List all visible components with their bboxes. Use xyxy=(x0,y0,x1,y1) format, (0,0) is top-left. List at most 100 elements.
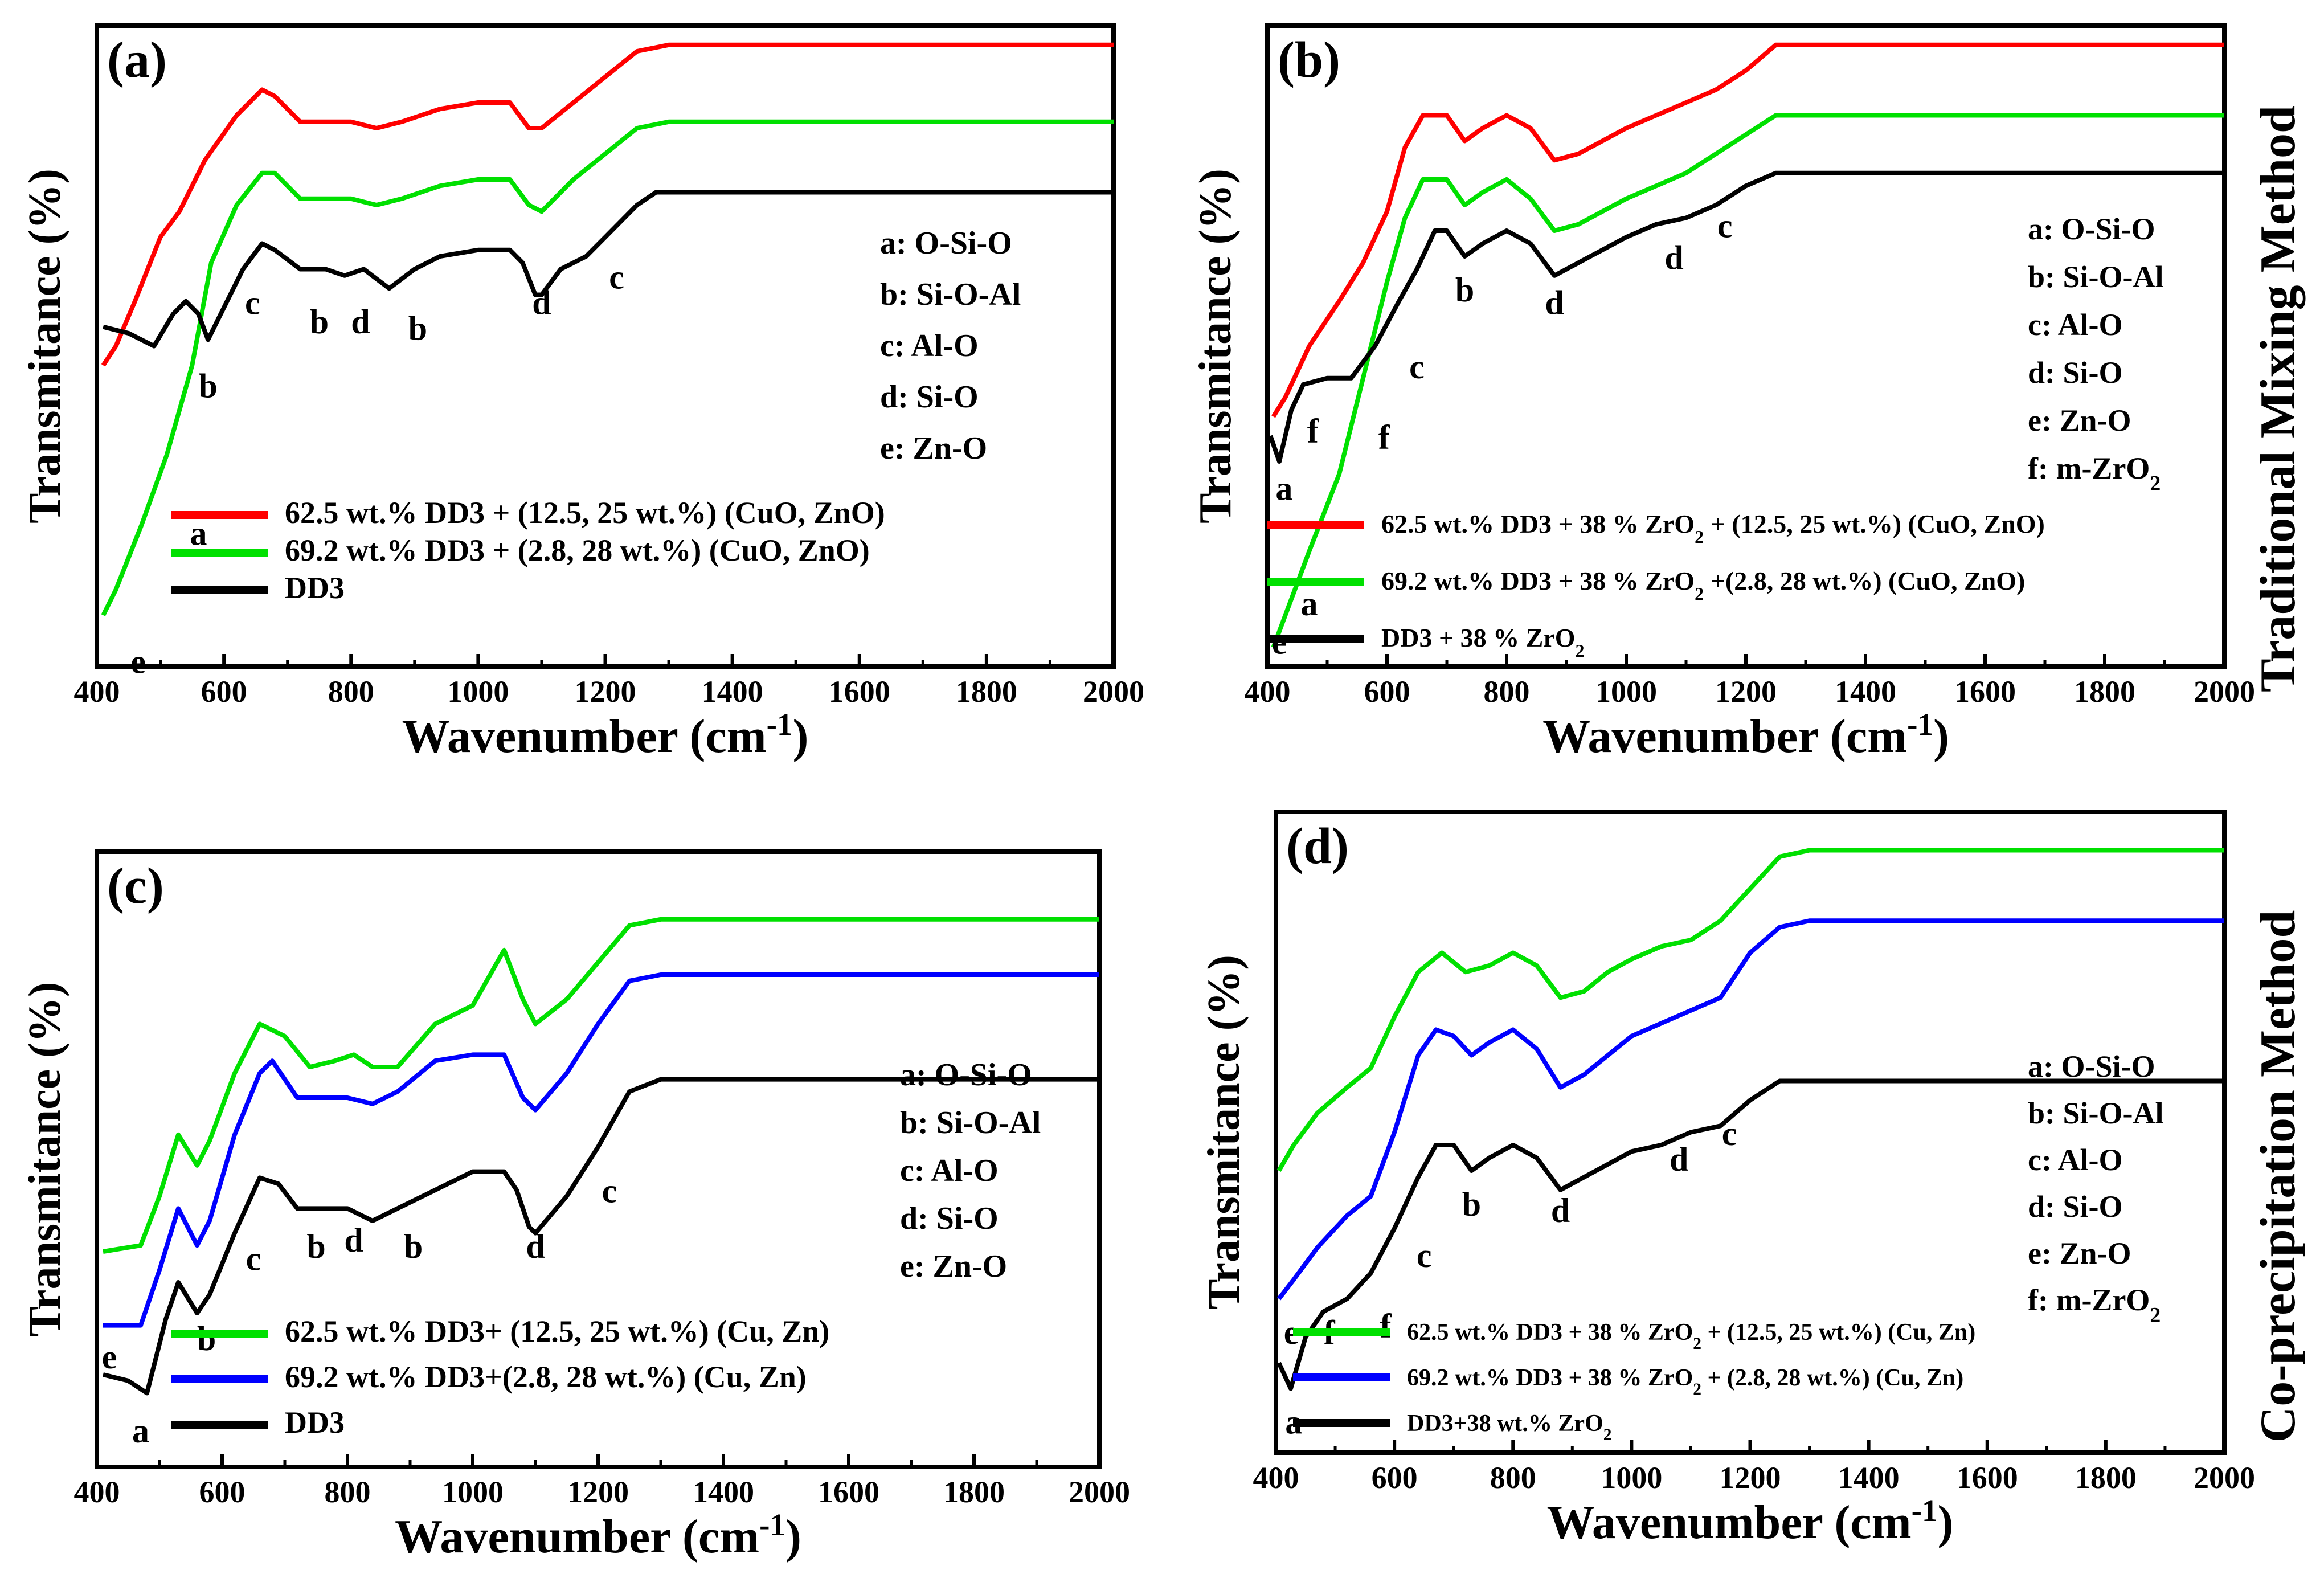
peak-annotation: b xyxy=(310,303,329,341)
series-line-0 xyxy=(1276,848,2224,1172)
x-tick-label: 1600 xyxy=(829,674,890,709)
series-line-2 xyxy=(1276,1078,2224,1391)
x-tick-label: 1800 xyxy=(943,1475,1005,1509)
series-line-0 xyxy=(103,917,1099,1254)
series-line-1 xyxy=(101,119,1114,616)
x-tick-label: 600 xyxy=(199,1475,246,1509)
peak-annotation: a xyxy=(132,1412,149,1450)
assignment-label: d: Si-O xyxy=(880,379,979,415)
x-tick-label: 600 xyxy=(1364,674,1410,709)
assignment-label: c: Al-O xyxy=(2028,1143,2122,1177)
x-tick-label: 400 xyxy=(1253,1461,1299,1495)
assignment-label: c: Al-O xyxy=(880,328,979,363)
y-axis-label: Transmitance (%) xyxy=(1190,169,1241,524)
peak-annotation: d xyxy=(1670,1140,1688,1178)
x-tick-label: 400 xyxy=(74,674,120,709)
peak-annotation: b xyxy=(197,1320,216,1358)
x-tick-label: 2000 xyxy=(2194,674,2255,709)
assignment-label: a: O-Si-O xyxy=(880,226,1012,261)
x-tick-label: 800 xyxy=(1490,1461,1536,1495)
peak-annotation: f xyxy=(1380,1307,1392,1345)
x-tick-label: 600 xyxy=(201,674,247,709)
peak-annotation: d xyxy=(351,303,370,341)
series-line-1 xyxy=(103,972,1099,1328)
peak-annotation: b xyxy=(1462,1185,1481,1223)
series-line-1 xyxy=(1277,918,2224,1301)
x-tick-label: 800 xyxy=(325,1475,371,1509)
peak-annotation: e xyxy=(130,643,146,680)
x-tick-label: 1000 xyxy=(1595,674,1657,709)
assignment-label: b: Si-O-Al xyxy=(2028,1096,2164,1130)
x-tick-label: 1000 xyxy=(447,674,509,709)
legend-label: 69.2 wt.% DD3+(2.8, 28 wt.%) (Cu, Zn) xyxy=(285,1360,807,1394)
peak-annotation: c xyxy=(609,258,624,296)
peak-annotation: c xyxy=(602,1172,617,1210)
legend-label: DD3 + 38 % ZrO2 xyxy=(1381,623,1585,661)
y-axis-label: Transmitance (%) xyxy=(1199,955,1249,1310)
assignment-label: b: Si-O-Al xyxy=(900,1105,1041,1140)
y-axis-label: Transmitance (%) xyxy=(20,982,70,1337)
x-tick-label: 600 xyxy=(1372,1461,1418,1495)
side-label-traditional: Traditional Mixing Method xyxy=(2251,105,2306,692)
assignment-label: e: Zn-O xyxy=(2028,403,2131,438)
peak-annotation: d xyxy=(532,284,551,321)
x-tick-label: 1600 xyxy=(1957,1461,2018,1495)
panel-a: 400 600 800 1000 1200 1400 1600 1800 2000 Wavenum… xyxy=(20,23,1144,763)
plot-frame xyxy=(1274,810,2227,1455)
assignment-label: f: m-ZrO2 xyxy=(2028,451,2161,496)
x-tick-label: 1200 xyxy=(575,674,636,709)
x-axis-label: Wavenumber (cm-1) xyxy=(1542,707,1949,763)
legend-label: DD3 xyxy=(285,1405,345,1440)
x-tick-label: 1400 xyxy=(1835,674,1896,709)
legend-label: 62.5 wt.% DD3 + 38 % ZrO2 + (12.5, 25 wt… xyxy=(1407,1319,1975,1353)
x-tick-label: 1600 xyxy=(1954,674,2016,709)
peak-annotation: a xyxy=(1275,470,1292,508)
assignment-label: d: Si-O xyxy=(2028,355,2123,390)
legend-label: DD3 xyxy=(285,571,345,605)
panel-d: 400 600 800 1000 1200 1400 1600 1800 2000 Wavenum… xyxy=(1199,810,2255,1550)
peak-annotation: e xyxy=(102,1338,117,1376)
peak-annotation: b xyxy=(1455,271,1474,309)
panel-label: (d) xyxy=(1286,818,1349,874)
x-tick-label: 1800 xyxy=(2074,674,2135,709)
x-tick-label: 1200 xyxy=(1715,674,1777,709)
x-tick-label: 800 xyxy=(328,674,374,709)
peak-annotation: b xyxy=(404,1228,423,1265)
x-tick-label: 1400 xyxy=(693,1475,754,1509)
peak-annotation: c xyxy=(1722,1115,1737,1152)
peak-annotation: d xyxy=(344,1221,363,1259)
peak-annotation: d xyxy=(526,1228,545,1265)
assignment-label: d: Si-O xyxy=(2028,1189,2123,1224)
assignment-label: e: Zn-O xyxy=(880,431,987,466)
assignment-label: a: O-Si-O xyxy=(900,1057,1032,1093)
peak-annotation: c xyxy=(1417,1237,1432,1274)
x-axis-label: Wavenumber (cm-1) xyxy=(1547,1493,1954,1550)
series-line-2 xyxy=(103,1077,1099,1396)
legend-label: 62.5 wt.% DD3+ (12.5, 25 wt.%) (Cu, Zn) xyxy=(285,1314,829,1348)
assignment-label: e: Zn-O xyxy=(2028,1236,2131,1270)
panel-c: 400 600 800 1000 1200 1400 1600 1800 2000 Wavenum… xyxy=(20,849,1130,1563)
legend-label: DD3+38 wt.% ZrO2 xyxy=(1407,1411,1611,1444)
peak-annotation: a xyxy=(1301,585,1318,623)
x-tick-label: 1600 xyxy=(818,1475,879,1509)
peak-annotation: d xyxy=(1664,239,1683,277)
assignment-label: a: O-Si-O xyxy=(2028,212,2155,246)
peak-annotation: c xyxy=(246,1240,261,1277)
peak-annotation: c xyxy=(1717,207,1733,244)
assignment-label: b: Si-O-Al xyxy=(880,277,1021,312)
x-tick-label: 1200 xyxy=(1720,1461,1781,1495)
x-tick-label: 1800 xyxy=(2075,1461,2137,1495)
x-tick-label: 1200 xyxy=(567,1475,629,1509)
x-tick-label: 1400 xyxy=(1838,1461,1900,1495)
x-tick-label: 1000 xyxy=(442,1475,504,1509)
peak-annotation: a xyxy=(190,514,207,552)
peak-annotation: f xyxy=(1378,419,1390,456)
series-line-0 xyxy=(1271,42,2224,418)
panels: 400 600 800 1000 1200 1400 1600 1800 2000 Wavenum… xyxy=(20,23,2255,1563)
panel-b: 400 600 800 1000 1200 1400 1600 1800 2000 Wavenum… xyxy=(1190,23,2255,763)
side-label-coprecipitation: Co-precipitation Method xyxy=(2251,910,2306,1443)
peak-annotation: f xyxy=(1307,412,1319,449)
peak-annotation: d xyxy=(1551,1192,1570,1229)
legend-label: 69.2 wt.% DD3 + 38 % ZrO2 + (2.8, 28 wt.… xyxy=(1407,1365,1963,1399)
